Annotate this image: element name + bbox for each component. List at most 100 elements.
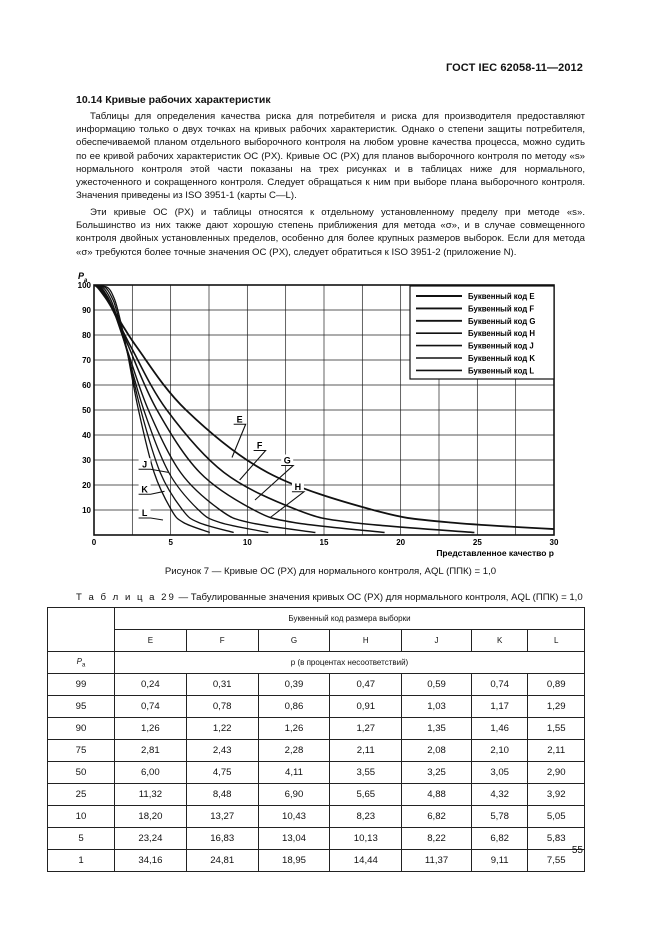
table-cell: 2,43 [185, 739, 259, 762]
table-cell: 2,28 [257, 739, 331, 762]
pa-value-cell: 1 [47, 849, 115, 872]
pa-value-cell: 10 [47, 805, 115, 828]
annotation-leader [138, 517, 164, 521]
table-cell: 3,25 [401, 761, 472, 784]
table-row: 75 2,81 2,43 2,28 2,11 2,08 2,10 2,11 [47, 739, 585, 762]
table-cell: 3,05 [470, 761, 529, 784]
y-tick-label: 80 [82, 331, 91, 340]
y-tick-label: 30 [82, 456, 91, 465]
y-tick-label: 60 [82, 381, 91, 390]
legend-label-k: Буквенный код K [468, 354, 535, 363]
table-cell: 2,11 [527, 739, 585, 762]
table-cell: 1,26 [114, 717, 187, 740]
table-cell: 0,74 [114, 695, 187, 718]
table-cell: 10,43 [257, 805, 331, 828]
table-cell: 5,65 [329, 783, 403, 806]
legend-label-f: Буквенный код F [468, 304, 534, 313]
annotation-label-f: F [257, 441, 263, 451]
y-axis-label: Pa [78, 271, 88, 284]
table-cell: 11,32 [114, 783, 187, 806]
annotation-bg [138, 483, 151, 495]
legend-label-g: Буквенный код G [468, 317, 535, 326]
y-tick-label: 50 [82, 406, 91, 415]
y-tick-label: 70 [82, 356, 91, 365]
annotation-label-j: J [142, 459, 147, 469]
table-cell: 1,03 [401, 695, 472, 718]
y-tick-label: 20 [82, 481, 91, 490]
table-cell: 10,13 [329, 827, 403, 850]
table-cell: 0,91 [329, 695, 403, 718]
annotation-leader [269, 491, 306, 518]
figure-caption: Рисунок 7 — Кривые ОС (PX) для нормально… [164, 566, 497, 577]
table-cell: 34,16 [114, 849, 187, 872]
table-cell: 4,32 [470, 783, 529, 806]
pa-value-cell: 5 [47, 827, 115, 850]
annotation-label-l: L [142, 508, 148, 518]
annotation-leader [239, 449, 267, 481]
table-cell: 1,26 [257, 717, 331, 740]
pa-value-cell: 75 [47, 739, 115, 762]
pa-value-cell: 90 [47, 717, 115, 740]
table-cell: 11,37 [401, 849, 472, 872]
table-header-row-units: Pa p (в процентах несоответствий) [47, 651, 585, 674]
legend-label-h: Буквенный код H [468, 329, 535, 338]
annotation-bg [291, 480, 304, 492]
oc-curves-chart: 10 20 30 40 50 60 70 80 90 100 0 5 10 15 20 25 30 Pa Предс… [78, 271, 559, 558]
table-cell: 4,75 [185, 761, 259, 784]
oc-curve-f [94, 285, 475, 534]
y-axis-label-symbol: P [78, 271, 85, 281]
x-axis-label: Представленное качество p [436, 548, 554, 558]
x-tick-label: 25 [473, 538, 482, 547]
y-tick-label: 100 [78, 281, 92, 290]
code-header-g: G [257, 629, 331, 652]
table-cell: 1,29 [527, 695, 585, 718]
page-number: 55 [571, 845, 583, 856]
table-cell: 8,22 [401, 827, 472, 850]
table-row: 25 11,32 8,48 6,90 5,65 4,88 4,32 3,92 [47, 783, 585, 806]
y-axis-label-sub: a [84, 278, 88, 284]
x-tick-label: 30 [550, 538, 559, 547]
x-tick-label: 5 [168, 538, 173, 547]
oc-curve-g [94, 285, 385, 534]
table-cell: 18,20 [114, 805, 187, 828]
table-group-header: Буквенный код размера выборки [114, 607, 585, 630]
table-cell: 14,44 [329, 849, 403, 872]
table-cell: 0,31 [185, 673, 259, 696]
table-cell: 13,27 [185, 805, 259, 828]
legend-label-j: Буквенный код J [468, 342, 534, 351]
unit-header: p (в процентах несоответствий) [114, 651, 585, 674]
table-row: 5 23,24 16,83 13,04 10,13 8,22 6,82 5,83 [47, 827, 585, 850]
table-cell: 4,11 [257, 761, 331, 784]
table-cell: 2,81 [114, 739, 187, 762]
annotation-bg [253, 439, 266, 451]
oc-curve-k [94, 285, 234, 534]
table-cell: 1,22 [185, 717, 259, 740]
table-cell: 0,59 [401, 673, 472, 696]
table-cell: 9,11 [470, 849, 529, 872]
table-cell: 6,82 [401, 805, 472, 828]
table-cell: 4,88 [401, 783, 472, 806]
code-header-j: J [401, 629, 472, 652]
table-cell: 6,00 [114, 761, 187, 784]
annotation-label-k: K [141, 484, 148, 494]
table-cell: 5,05 [527, 805, 585, 828]
table-corner-cell [47, 607, 115, 652]
y-tick-label: 40 [82, 431, 91, 440]
annotation-label-h: H [295, 482, 302, 492]
pa-header-symbol: P [76, 656, 82, 666]
x-tick-label: 0 [92, 538, 97, 547]
annotation-bg [138, 507, 151, 518]
table-cell: 3,55 [329, 761, 403, 784]
table-row: 10 18,20 13,27 10,43 8,23 6,82 5,78 5,05 [47, 805, 585, 828]
annotation-bg [138, 458, 151, 470]
table-caption-text: — Табулированные значения кривых ОС (PX)… [175, 592, 583, 603]
legend-label-l: Буквенный код L [468, 366, 534, 375]
table-cell: 6,82 [470, 827, 529, 850]
pa-header: Pa [47, 651, 115, 674]
annotation-label-e: E [237, 414, 243, 424]
y-tick-label: 10 [82, 506, 91, 515]
table-cell: 2,11 [329, 739, 403, 762]
table-cell: 0,47 [329, 673, 403, 696]
table-cell: 7,55 [527, 849, 585, 872]
